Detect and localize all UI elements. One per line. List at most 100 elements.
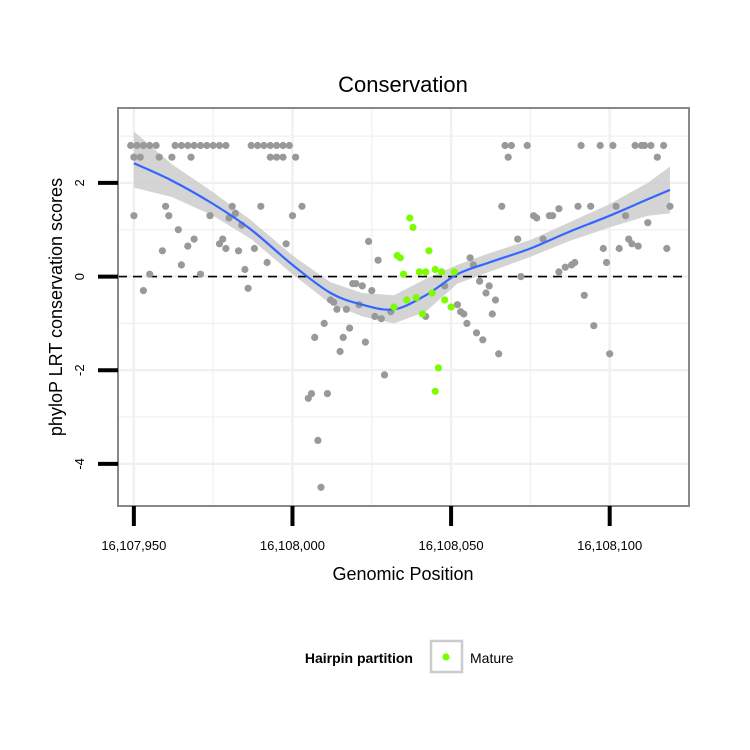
point-mature xyxy=(415,268,423,276)
y-axis-title: phyloP LRT conservation scores xyxy=(46,178,66,436)
y-tick-label: -2 xyxy=(72,364,87,376)
point-other xyxy=(279,141,287,150)
point-other xyxy=(596,141,604,150)
point-other xyxy=(504,153,512,161)
point-other xyxy=(177,261,185,269)
point-other xyxy=(365,237,373,245)
point-other xyxy=(139,141,147,150)
point-other xyxy=(599,244,607,253)
point-other xyxy=(184,141,192,150)
point-other xyxy=(330,298,338,306)
point-other xyxy=(209,141,217,150)
legend-mature-dot xyxy=(442,653,450,661)
point-other xyxy=(158,247,166,255)
point-other xyxy=(342,305,350,313)
point-other xyxy=(336,347,344,356)
point-other xyxy=(171,141,179,150)
point-other xyxy=(146,141,154,150)
point-other xyxy=(190,235,198,243)
point-other xyxy=(555,205,563,213)
point-other xyxy=(266,141,274,150)
point-other xyxy=(155,153,163,161)
point-other xyxy=(228,202,236,210)
point-mature xyxy=(418,310,427,318)
point-other xyxy=(533,214,541,222)
point-other xyxy=(580,291,588,299)
point-other xyxy=(555,268,563,276)
point-other xyxy=(577,141,585,150)
point-mature xyxy=(431,265,439,274)
point-other xyxy=(282,240,290,248)
point-other xyxy=(292,153,300,161)
point-other xyxy=(463,319,471,327)
point-other xyxy=(298,202,306,210)
point-other xyxy=(257,202,265,210)
y-tick-label: 0 xyxy=(72,273,87,280)
point-other xyxy=(279,153,287,161)
point-other xyxy=(485,282,493,290)
point-mature xyxy=(390,303,398,311)
points-mature xyxy=(390,214,458,395)
point-other xyxy=(666,202,674,210)
point-other xyxy=(501,141,509,150)
point-other xyxy=(476,277,484,285)
point-other xyxy=(323,390,331,398)
point-other xyxy=(641,141,649,150)
point-other xyxy=(285,141,293,150)
point-other xyxy=(612,202,620,210)
point-other xyxy=(352,280,360,288)
point-other xyxy=(263,258,271,267)
point-other xyxy=(222,244,230,253)
point-other xyxy=(374,256,382,264)
point-other xyxy=(133,141,141,150)
legend-key-box xyxy=(429,639,464,674)
point-other xyxy=(472,329,481,337)
point-other xyxy=(320,319,328,327)
point-other xyxy=(254,141,262,150)
point-other xyxy=(606,350,614,358)
point-other xyxy=(358,282,366,290)
point-mature xyxy=(447,303,455,311)
point-other xyxy=(368,287,376,295)
point-other xyxy=(244,284,252,292)
point-other xyxy=(482,289,490,297)
x-tick-label: 16,107,950 xyxy=(101,538,166,553)
point-other xyxy=(615,244,623,253)
legend-title: Hairpin partition xyxy=(305,650,413,666)
legend: Hairpin partition Mature xyxy=(305,639,514,674)
point-other xyxy=(146,270,154,278)
point-other xyxy=(311,333,319,341)
point-other xyxy=(663,244,671,253)
point-other xyxy=(168,153,176,161)
point-other xyxy=(517,273,525,281)
panel-border xyxy=(117,107,690,507)
point-mature xyxy=(428,289,436,297)
point-other xyxy=(222,141,230,150)
point-mature xyxy=(425,247,433,255)
y-tick-label: 2 xyxy=(72,179,87,186)
point-other xyxy=(507,141,515,150)
point-other xyxy=(590,322,598,330)
point-other xyxy=(333,305,341,313)
point-other xyxy=(571,258,579,267)
point-other xyxy=(177,141,185,150)
point-other xyxy=(609,141,617,150)
point-other xyxy=(241,265,249,274)
point-other xyxy=(139,287,147,295)
point-other xyxy=(380,371,389,379)
point-other xyxy=(266,153,274,161)
x-tick-label: 16,108,100 xyxy=(577,538,642,553)
point-mature xyxy=(441,296,449,304)
point-other xyxy=(523,141,531,150)
point-other xyxy=(549,212,557,220)
y-axis: -4 -2 0 2 xyxy=(72,179,118,470)
point-mature xyxy=(412,294,420,302)
point-other xyxy=(587,202,595,210)
point-other xyxy=(288,212,297,220)
point-other xyxy=(647,141,655,150)
point-other xyxy=(196,270,205,278)
point-other xyxy=(317,483,325,491)
point-other xyxy=(361,338,369,346)
point-other xyxy=(165,212,173,220)
